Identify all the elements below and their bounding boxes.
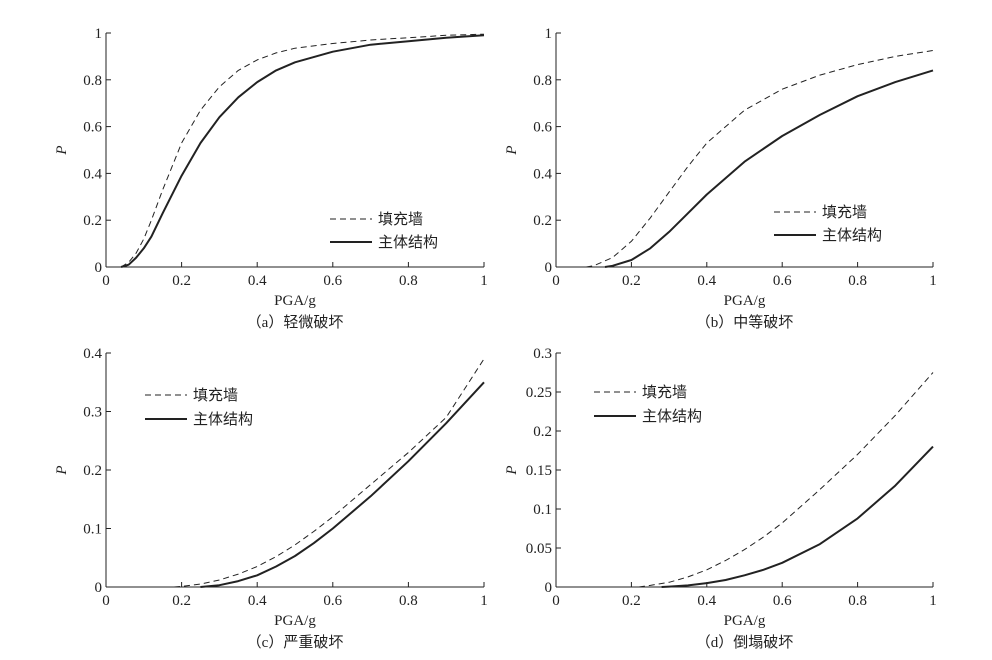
- y-axis-label: P: [54, 145, 70, 155]
- y-tick-label: 0.6: [83, 120, 102, 136]
- x-tick-label: 1: [929, 593, 937, 609]
- y-tick-label: 0: [95, 580, 103, 596]
- y-tick-label: 0.2: [83, 213, 102, 229]
- y-tick-label: 0: [95, 260, 103, 276]
- x-tick-label: 0.8: [848, 593, 867, 609]
- legend-label: 主体结构: [378, 234, 438, 251]
- y-tick-label: 0.2: [533, 213, 552, 229]
- x-tick-label: 0.4: [697, 593, 716, 609]
- y-tick-label: 0: [545, 260, 553, 276]
- y-tick-label: 0.2: [83, 463, 102, 479]
- panel-caption: （a）轻微破坏: [247, 314, 344, 331]
- y-tick-label: 0.8: [533, 73, 552, 89]
- x-tick-label: 0.4: [248, 593, 267, 609]
- legend-label: 填充墙: [822, 204, 867, 221]
- chart-panel-d: 0 0.2 0.4 0.6 0.8 1 0 0.05 0.1 0.15 0.2 0.25 0.3 PGA/…: [504, 346, 937, 651]
- series-line-infill-wall: [120, 33, 485, 268]
- legend-label: 填充墙: [193, 387, 238, 404]
- y-tick-label: 0.05: [526, 541, 552, 557]
- x-axis-label: PGA/g: [274, 293, 316, 309]
- y-axis-label: P: [54, 465, 70, 475]
- x-tick-label: 0.8: [399, 273, 418, 289]
- x-tick-label: 1: [929, 273, 937, 289]
- y-tick-label: 1: [545, 26, 553, 42]
- y-tick-label: 0.8: [83, 73, 102, 89]
- y-tick-label: 0.1: [83, 522, 102, 538]
- x-axis-label: PGA/g: [724, 293, 766, 309]
- panel-caption: （b）中等破坏: [696, 313, 794, 331]
- series-line-infill-wall: [638, 372, 934, 588]
- x-tick-label: 0: [552, 593, 560, 609]
- x-tick-label: 0.4: [697, 273, 716, 289]
- series-line-main-structure: [604, 69, 934, 268]
- y-tick-label: 0.4: [83, 346, 102, 362]
- x-axis-label: PGA/g: [274, 613, 316, 629]
- panel-caption: （c）严重破坏: [247, 634, 344, 651]
- series-line-main-structure: [661, 445, 934, 588]
- y-tick-label: 0.15: [526, 463, 552, 479]
- legend-label: 填充墙: [642, 384, 687, 401]
- x-axis-label: PGA/g: [724, 613, 766, 629]
- y-tick-label: 0.1: [533, 502, 552, 518]
- x-tick-label: 0: [552, 273, 560, 289]
- chart-panel-b: 0 0.2 0.4 0.6 0.8 1 0 0.2 0.4 0.6 0.8 1 PGA/g P （b）中等破…: [504, 26, 937, 331]
- x-tick-label: 0.2: [622, 593, 641, 609]
- y-tick-label: 0.4: [83, 166, 102, 182]
- x-tick-label: 0: [102, 273, 110, 289]
- x-tick-label: 0.6: [323, 273, 342, 289]
- y-tick-label: 1: [95, 26, 103, 42]
- y-tick-label: 0.6: [533, 120, 552, 136]
- x-tick-label: 0.2: [172, 593, 191, 609]
- legend-label: 主体结构: [822, 227, 882, 244]
- legend-label: 主体结构: [193, 411, 253, 428]
- y-axis-label: P: [504, 145, 520, 155]
- y-tick-label: 0.4: [533, 166, 552, 182]
- y-tick-label: 0.2: [533, 424, 552, 440]
- series-line-main-structure: [200, 381, 485, 588]
- x-tick-label: 0.6: [323, 593, 342, 609]
- x-tick-label: 0.6: [773, 593, 792, 609]
- chart-panel-a: 0 0.2 0.4 0.6 0.8 1 0 0.2 0.4 0.6 0.8 1 PGA/g P （a）轻微破…: [54, 26, 488, 331]
- y-tick-label: 0.25: [526, 385, 552, 401]
- legend-label: 主体结构: [642, 408, 702, 425]
- legend-label: 填充墙: [378, 211, 423, 228]
- x-tick-label: 0.6: [773, 273, 792, 289]
- x-tick-label: 0.2: [622, 273, 641, 289]
- x-tick-label: 1: [480, 273, 488, 289]
- panel-caption: （d）倒塌破坏: [696, 634, 794, 651]
- x-tick-label: 1: [480, 593, 488, 609]
- y-tick-label: 0.3: [533, 346, 552, 362]
- series-line-main-structure: [120, 34, 485, 268]
- y-tick-label: 0.3: [83, 405, 102, 421]
- x-tick-label: 0.8: [399, 593, 418, 609]
- x-tick-label: 0.8: [848, 273, 867, 289]
- chart-panel-c: 0 0.2 0.4 0.6 0.8 1 0 0.1 0.2 0.3 0.4 PGA/g P （c）严重破坏…: [54, 346, 488, 651]
- x-tick-label: 0.2: [172, 273, 191, 289]
- y-tick-label: 0: [545, 580, 553, 596]
- series-line-infill-wall: [586, 50, 934, 268]
- x-tick-label: 0: [102, 593, 110, 609]
- x-tick-label: 0.4: [248, 273, 267, 289]
- y-axis-label: P: [504, 465, 520, 475]
